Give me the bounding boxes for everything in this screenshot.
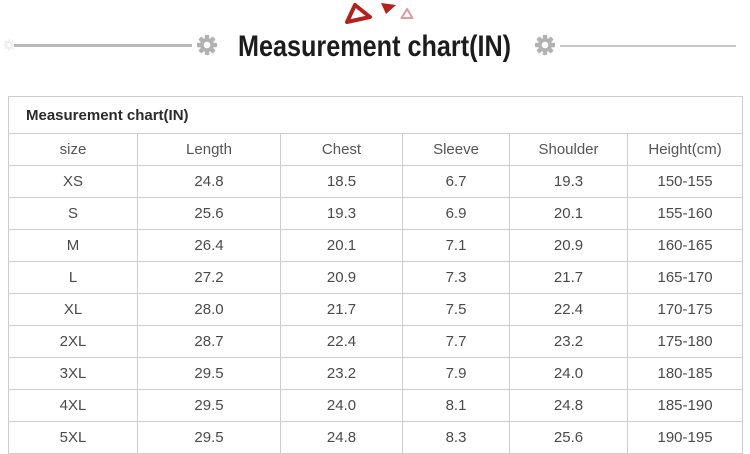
- size-cell: XS: [8, 165, 138, 198]
- sleeve-cell: 8.3: [402, 421, 510, 454]
- chest-cell: 20.1: [280, 229, 403, 262]
- page-header: Measurement chart(IN): [0, 28, 750, 68]
- table-row: L 27.2 20.9 7.3 21.7 165-170: [8, 261, 744, 294]
- measurement-table: Measurement chart(IN) size Length Chest …: [7, 96, 744, 454]
- shoulder-cell: 23.2: [509, 325, 628, 358]
- height-cell: 160-165: [626, 229, 744, 262]
- length-cell: 29.5: [137, 421, 281, 454]
- decorative-triangles-icon: [345, 3, 414, 24]
- size-cell: M: [8, 229, 138, 262]
- chest-cell: 24.0: [280, 389, 403, 422]
- size-cell: 3XL: [8, 357, 138, 390]
- height-cell: 180-185: [626, 357, 744, 390]
- column-header-height: Height(cm): [626, 133, 744, 166]
- height-cell: 190-195: [626, 421, 744, 454]
- table-title: Measurement chart(IN): [7, 96, 744, 134]
- header-divider-left: [14, 44, 192, 47]
- size-cell: 5XL: [8, 421, 138, 454]
- height-cell: 185-190: [626, 389, 744, 422]
- height-cell: 165-170: [626, 261, 744, 294]
- length-cell: 25.6: [137, 197, 281, 230]
- triangle-outline-small-icon: [400, 8, 414, 19]
- column-header-chest: Chest: [280, 133, 403, 166]
- shoulder-cell: 22.4: [509, 293, 628, 326]
- sleeve-cell: 8.1: [402, 389, 510, 422]
- chest-cell: 18.5: [280, 165, 403, 198]
- height-cell: 155-160: [626, 197, 744, 230]
- table-row: M 26.4 20.1 7.1 20.9 160-165: [8, 229, 744, 262]
- column-header-sleeve: Sleeve: [402, 133, 510, 166]
- sleeve-cell: 7.1: [402, 229, 510, 262]
- header-divider-right: [560, 45, 736, 47]
- mini-gear-icon: [3, 39, 15, 51]
- triangle-filled-medium-icon: [381, 3, 396, 14]
- chest-cell: 19.3: [280, 197, 403, 230]
- shoulder-cell: 25.6: [509, 421, 628, 454]
- sleeve-cell: 6.7: [402, 165, 510, 198]
- height-cell: 170-175: [626, 293, 744, 326]
- size-cell: L: [8, 261, 138, 294]
- gear-icon: [196, 34, 218, 56]
- table-row: 5XL 29.5 24.8 8.3 25.6 190-195: [8, 421, 744, 454]
- sleeve-cell: 6.9: [402, 197, 510, 230]
- sleeve-cell: 7.5: [402, 293, 510, 326]
- chest-cell: 24.8: [280, 421, 403, 454]
- gear-icon: [534, 34, 556, 56]
- column-header-shoulder: Shoulder: [509, 133, 628, 166]
- measurement-table-container: Measurement chart(IN) size Length Chest …: [7, 96, 744, 454]
- height-cell: 150-155: [626, 165, 744, 198]
- table-row: 4XL 29.5 24.0 8.1 24.8 185-190: [8, 389, 744, 422]
- length-cell: 29.5: [137, 357, 281, 390]
- size-cell: S: [8, 197, 138, 230]
- size-cell: 4XL: [8, 389, 138, 422]
- chest-cell: 22.4: [280, 325, 403, 358]
- chest-cell: 20.9: [280, 261, 403, 294]
- table-row: S 25.6 19.3 6.9 20.1 155-160: [8, 197, 744, 230]
- length-cell: 28.0: [137, 293, 281, 326]
- chest-cell: 21.7: [280, 293, 403, 326]
- shoulder-cell: 19.3: [509, 165, 628, 198]
- sleeve-cell: 7.3: [402, 261, 510, 294]
- column-header-row: size Length Chest Sleeve Shoulder Height…: [8, 133, 744, 166]
- size-cell: XL: [8, 293, 138, 326]
- column-header-size: size: [8, 133, 138, 166]
- shoulder-cell: 20.1: [509, 197, 628, 230]
- sleeve-cell: 7.7: [402, 325, 510, 358]
- sleeve-cell: 7.9: [402, 357, 510, 390]
- length-cell: 27.2: [137, 261, 281, 294]
- length-cell: 29.5: [137, 389, 281, 422]
- table-row: 3XL 29.5 23.2 7.9 24.0 180-185: [8, 357, 744, 390]
- table-row: 2XL 28.7 22.4 7.7 23.2 175-180: [8, 325, 744, 358]
- size-cell: 2XL: [8, 325, 138, 358]
- table-row: XS 24.8 18.5 6.7 19.3 150-155: [8, 165, 744, 198]
- length-cell: 28.7: [137, 325, 281, 358]
- shoulder-cell: 21.7: [509, 261, 628, 294]
- shoulder-cell: 24.8: [509, 389, 628, 422]
- length-cell: 26.4: [137, 229, 281, 262]
- shoulder-cell: 24.0: [509, 357, 628, 390]
- table-row: XL 28.0 21.7 7.5 22.4 170-175: [8, 293, 744, 326]
- chest-cell: 23.2: [280, 357, 403, 390]
- height-cell: 175-180: [626, 325, 744, 358]
- shoulder-cell: 20.9: [509, 229, 628, 262]
- column-header-length: Length: [137, 133, 281, 166]
- length-cell: 24.8: [137, 165, 281, 198]
- page-title: Measurement chart(IN): [238, 30, 512, 63]
- triangle-outline-large-icon: [345, 3, 372, 24]
- table-title-row: Measurement chart(IN): [7, 96, 744, 134]
